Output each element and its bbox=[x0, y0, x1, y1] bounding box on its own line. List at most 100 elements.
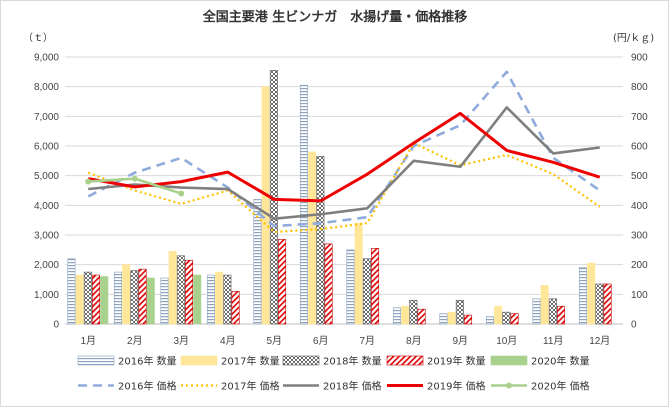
bar-2-7 bbox=[409, 299, 418, 325]
bar-1-4 bbox=[261, 86, 270, 325]
bar-3-11 bbox=[603, 283, 612, 325]
bar-2-11 bbox=[595, 283, 604, 325]
bar-3-0 bbox=[92, 274, 101, 325]
x-category-label: 8月 bbox=[406, 335, 422, 347]
legend-label: 2020年 数量 bbox=[531, 355, 590, 368]
right-tick-label: 500 bbox=[631, 171, 648, 182]
right-tick-label: 800 bbox=[631, 82, 648, 93]
x-category-label: 7月 bbox=[359, 335, 375, 347]
bar-0-9 bbox=[485, 316, 494, 325]
left-tick-label: 3,000 bbox=[34, 231, 59, 242]
bar-3-4 bbox=[278, 239, 287, 325]
left-axis-ticks: 0 1,000 2,000 3,000 4,000 5,000 6,000 7,000 8,00… bbox=[34, 53, 59, 331]
legend-swatch-bar bbox=[386, 355, 424, 366]
bar-3-10 bbox=[557, 305, 566, 325]
x-category-label: 10月 bbox=[496, 335, 517, 347]
legend-label: 2016年 価格 bbox=[118, 380, 177, 393]
left-tick-label: 9,000 bbox=[34, 53, 59, 64]
legend-label: 2017年 数量 bbox=[221, 355, 280, 368]
bar-3-6 bbox=[371, 248, 380, 325]
left-axis-unit: （ｔ） bbox=[23, 32, 53, 44]
left-tick-label: 0 bbox=[53, 320, 59, 331]
left-tick-label: 6,000 bbox=[34, 142, 59, 153]
gridlines bbox=[65, 56, 623, 325]
bar-3-9 bbox=[510, 313, 519, 325]
bar-4-2 bbox=[193, 274, 202, 325]
right-tick-label: 900 bbox=[631, 53, 648, 64]
legend-label: 2020年 価格 bbox=[531, 380, 590, 393]
price-point-2020 bbox=[178, 190, 185, 197]
left-tick-label: 2,000 bbox=[34, 260, 59, 271]
legend-swatch-bar bbox=[282, 355, 320, 366]
chart-title: 全国主要港 生ビンナガ 水揚げ量・価格推移 bbox=[202, 9, 468, 25]
bar-0-10 bbox=[532, 298, 541, 325]
bar-3-2 bbox=[185, 259, 194, 325]
x-category-label: 6月 bbox=[313, 335, 329, 347]
legend-label: 2018年 価格 bbox=[323, 380, 382, 393]
bar-0-5 bbox=[299, 84, 308, 325]
legend-label: 2018年 数量 bbox=[323, 355, 382, 368]
bar-2-3 bbox=[223, 274, 232, 325]
right-tick-label: 100 bbox=[631, 290, 648, 301]
x-category-label: 12月 bbox=[589, 335, 610, 347]
bar-3-3 bbox=[231, 291, 240, 325]
bar-4-0 bbox=[100, 276, 109, 325]
bar-2-6 bbox=[362, 258, 371, 325]
bar-1-3 bbox=[215, 271, 224, 325]
bar-1-11 bbox=[587, 262, 596, 325]
bar-0-4 bbox=[253, 199, 262, 325]
bar-2-5 bbox=[316, 156, 325, 325]
x-category-label: 1月 bbox=[80, 335, 96, 347]
bar-2-1 bbox=[130, 270, 139, 325]
bar-2-9 bbox=[502, 311, 511, 325]
bar-0-1 bbox=[113, 271, 122, 325]
bar-3-8 bbox=[464, 314, 473, 325]
right-tick-label: 200 bbox=[631, 260, 648, 271]
x-category-label: 5月 bbox=[266, 335, 282, 347]
bar-2-8 bbox=[455, 299, 464, 325]
bar-0-2 bbox=[160, 277, 169, 325]
x-category-label: 11月 bbox=[543, 335, 563, 347]
bar-0-3 bbox=[206, 274, 215, 325]
bar-1-0 bbox=[75, 274, 84, 325]
bar-4-1 bbox=[146, 277, 155, 325]
legend-swatch-bar bbox=[490, 355, 528, 366]
right-axis-unit: (円/ｋｇ) bbox=[613, 32, 654, 44]
bar-0-7 bbox=[392, 307, 401, 325]
x-category-label: 9月 bbox=[452, 335, 468, 347]
bar-0-6 bbox=[346, 249, 355, 325]
price-line-3 bbox=[87, 111, 601, 203]
bar-2-10 bbox=[548, 298, 557, 325]
bar-1-8 bbox=[447, 311, 456, 325]
bar-1-10 bbox=[540, 285, 549, 325]
x-category-label: 2月 bbox=[127, 335, 143, 347]
legend: 2016年 数量 2017年 数量 2018年 数量 2019年 数量 2020年 数量… bbox=[77, 355, 590, 393]
bar-1-6 bbox=[354, 222, 363, 325]
left-tick-label: 4,000 bbox=[34, 201, 59, 212]
legend-label: 2019年 数量 bbox=[427, 355, 486, 368]
bar-3-5 bbox=[324, 243, 333, 325]
left-tick-label: 8,000 bbox=[34, 82, 59, 93]
price-line-1 bbox=[87, 141, 601, 234]
price-point-2020 bbox=[131, 175, 138, 182]
bar-3-7 bbox=[417, 308, 426, 325]
price-line-0 bbox=[87, 70, 601, 228]
bar-1-5 bbox=[308, 151, 317, 325]
x-category-label: 3月 bbox=[173, 335, 189, 347]
right-tick-label: 700 bbox=[631, 112, 648, 123]
right-tick-label: 600 bbox=[631, 142, 648, 153]
legend-label: 2017年 価格 bbox=[221, 380, 280, 393]
bar-1-2 bbox=[168, 251, 177, 325]
bar-2-0 bbox=[83, 271, 92, 325]
legend-label: 2019年 価格 bbox=[427, 380, 486, 393]
bar-2-2 bbox=[176, 255, 185, 325]
bar-1-9 bbox=[494, 305, 503, 325]
bar-0-11 bbox=[578, 267, 587, 325]
bar-0-0 bbox=[67, 258, 76, 325]
price-point-2020 bbox=[85, 178, 92, 185]
legend-label: 2016年 数量 bbox=[118, 355, 177, 368]
legend-marker bbox=[506, 382, 512, 389]
bar-1-7 bbox=[401, 305, 410, 325]
